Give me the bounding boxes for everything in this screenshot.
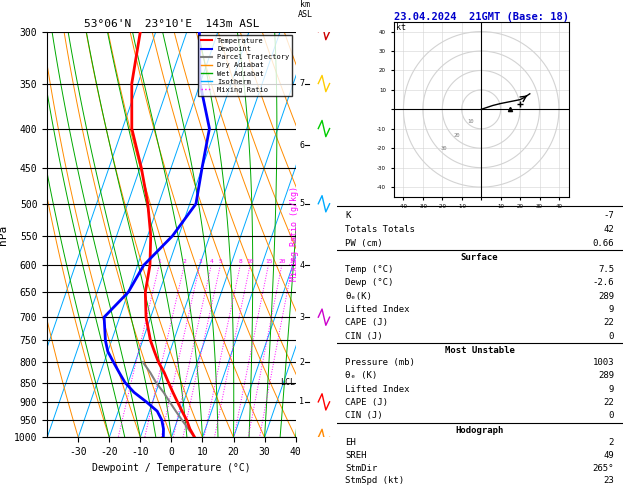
Text: 20: 20 <box>279 259 286 263</box>
Text: 1: 1 <box>299 398 304 406</box>
Text: 289: 289 <box>598 292 614 301</box>
Text: 8: 8 <box>239 259 243 263</box>
Text: 1: 1 <box>158 259 162 263</box>
Text: 7: 7 <box>299 79 304 88</box>
Text: Pressure (mb): Pressure (mb) <box>345 358 415 367</box>
Text: SREH: SREH <box>345 451 367 460</box>
Text: PW (cm): PW (cm) <box>345 239 382 248</box>
Text: 0.66: 0.66 <box>593 239 614 248</box>
Text: 49: 49 <box>603 451 614 460</box>
Text: 10: 10 <box>247 259 254 263</box>
Text: 0: 0 <box>609 331 614 341</box>
Text: 3: 3 <box>198 259 202 263</box>
Text: EH: EH <box>345 438 356 447</box>
Text: 20: 20 <box>454 133 460 138</box>
Text: 9: 9 <box>609 305 614 314</box>
Text: 4: 4 <box>299 260 304 270</box>
Text: 22: 22 <box>603 318 614 328</box>
Text: 42: 42 <box>603 225 614 234</box>
Text: LCL: LCL <box>280 378 295 387</box>
Text: 6: 6 <box>299 140 304 150</box>
Text: Hodograph: Hodograph <box>455 426 504 434</box>
Text: Lifted Index: Lifted Index <box>345 384 409 394</box>
Text: 25: 25 <box>289 259 296 263</box>
Text: Dewp (°C): Dewp (°C) <box>345 278 394 287</box>
Text: CIN (J): CIN (J) <box>345 331 382 341</box>
Text: 1003: 1003 <box>593 358 614 367</box>
Text: 0: 0 <box>609 411 614 420</box>
Text: 289: 289 <box>598 371 614 381</box>
Legend: Temperature, Dewpoint, Parcel Trajectory, Dry Adiabat, Wet Adiabat, Isotherm, Mi: Temperature, Dewpoint, Parcel Trajectory… <box>198 35 292 96</box>
Text: km
ASL: km ASL <box>298 0 313 19</box>
Text: Temp (°C): Temp (°C) <box>345 265 394 274</box>
Text: -2.6: -2.6 <box>593 278 614 287</box>
Text: Totals Totals: Totals Totals <box>345 225 415 234</box>
Text: -7: -7 <box>603 211 614 220</box>
Text: kt: kt <box>396 23 406 32</box>
Text: 2: 2 <box>183 259 187 263</box>
Text: 5: 5 <box>299 199 304 208</box>
X-axis label: Dewpoint / Temperature (°C): Dewpoint / Temperature (°C) <box>92 463 251 473</box>
Text: CIN (J): CIN (J) <box>345 411 382 420</box>
Text: Mixing Ratio (g/kg): Mixing Ratio (g/kg) <box>290 186 299 281</box>
Text: θₑ (K): θₑ (K) <box>345 371 377 381</box>
Text: 22: 22 <box>603 398 614 407</box>
Text: 23: 23 <box>603 476 614 486</box>
Text: 3: 3 <box>299 312 304 322</box>
Text: 7.5: 7.5 <box>598 265 614 274</box>
Text: 2: 2 <box>609 438 614 447</box>
Text: CAPE (J): CAPE (J) <box>345 398 388 407</box>
Text: 265°: 265° <box>593 464 614 473</box>
Text: 2: 2 <box>299 358 304 367</box>
Y-axis label: hPa: hPa <box>0 225 8 244</box>
Text: Most Unstable: Most Unstable <box>445 346 515 355</box>
Text: 23.04.2024  21GMT (Base: 18): 23.04.2024 21GMT (Base: 18) <box>394 12 569 22</box>
Text: 5: 5 <box>219 259 223 263</box>
Text: 30: 30 <box>440 146 447 151</box>
Text: Surface: Surface <box>461 253 498 262</box>
Text: Lifted Index: Lifted Index <box>345 305 409 314</box>
Text: 15: 15 <box>265 259 272 263</box>
Text: 9: 9 <box>609 384 614 394</box>
Text: CAPE (J): CAPE (J) <box>345 318 388 328</box>
Text: 10: 10 <box>467 119 474 124</box>
Text: θₑ(K): θₑ(K) <box>345 292 372 301</box>
Text: StmDir: StmDir <box>345 464 377 473</box>
Title: 53°06'N  23°10'E  143m ASL: 53°06'N 23°10'E 143m ASL <box>84 19 259 30</box>
Text: K: K <box>345 211 350 220</box>
Text: StmSpd (kt): StmSpd (kt) <box>345 476 404 486</box>
Text: 4: 4 <box>209 259 213 263</box>
